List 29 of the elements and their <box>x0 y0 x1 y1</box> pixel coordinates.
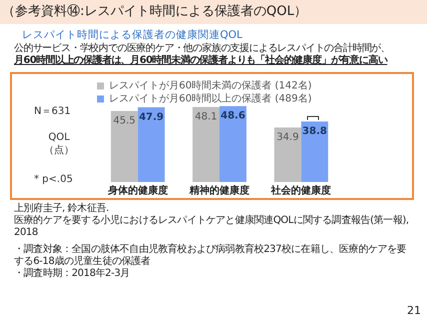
bar <box>301 121 328 182</box>
text: * p<.05 <box>34 174 73 185</box>
chart-title: （参考資料⑭:レスパイト時間による保護者のQOL） <box>0 0 427 24</box>
legend-label: レスパイトが月60時間以上の保護者 (489名) <box>109 92 312 104</box>
text: ・調査対象：全国の肢体不自由児教育校および病弱教育校237校に在籍し、医療的ケアを要する6-18歳の児童生徒の保護者 <box>14 244 408 268</box>
chart-subtitle: レスパイト時間による保護者の健康関連QOL <box>22 28 242 42</box>
x-tick-label: 社会的健康度 <box>270 184 332 196</box>
data-label: 45.5 <box>113 116 136 127</box>
bar <box>110 111 138 182</box>
data-label: 38.8 <box>302 126 328 137</box>
data-label: 34.9 <box>276 132 299 144</box>
x-tick-label: 精神的健康度 <box>188 184 250 196</box>
bar <box>192 106 220 182</box>
y-axis-title: QOL （点） <box>44 132 74 157</box>
text: 21 <box>407 304 421 317</box>
text: ・調査時期：2018年2-3月 <box>14 268 131 280</box>
text: 月60時間以上の保護者は、月60時間未満の保護者よりも「社会的健康度」が有意に高い <box>14 55 389 67</box>
text: 公的サービス・学校内での医療的ケア・他の家族の支援によるレスパイトの合計時間が、 <box>14 43 392 54</box>
data-label: 48.6 <box>220 110 246 122</box>
data-label: 48.1 <box>194 111 218 122</box>
bar <box>274 128 302 182</box>
bar <box>220 106 246 182</box>
legend-label: レスパイトが月60時間未満の保護者 (142名) <box>109 80 312 92</box>
x-tick-label: 身体的健康度 <box>106 184 168 196</box>
text: 医療的ケアを要する小児におけるレスパイトケアと健康関連QOLに関する調査報告(第一報), 2018 <box>14 215 409 239</box>
bar <box>138 107 165 182</box>
data-label: 47.9 <box>138 112 164 123</box>
text: N＝631 <box>34 105 71 118</box>
text: 上別府圭子, 鈴木征吾. <box>14 203 110 214</box>
